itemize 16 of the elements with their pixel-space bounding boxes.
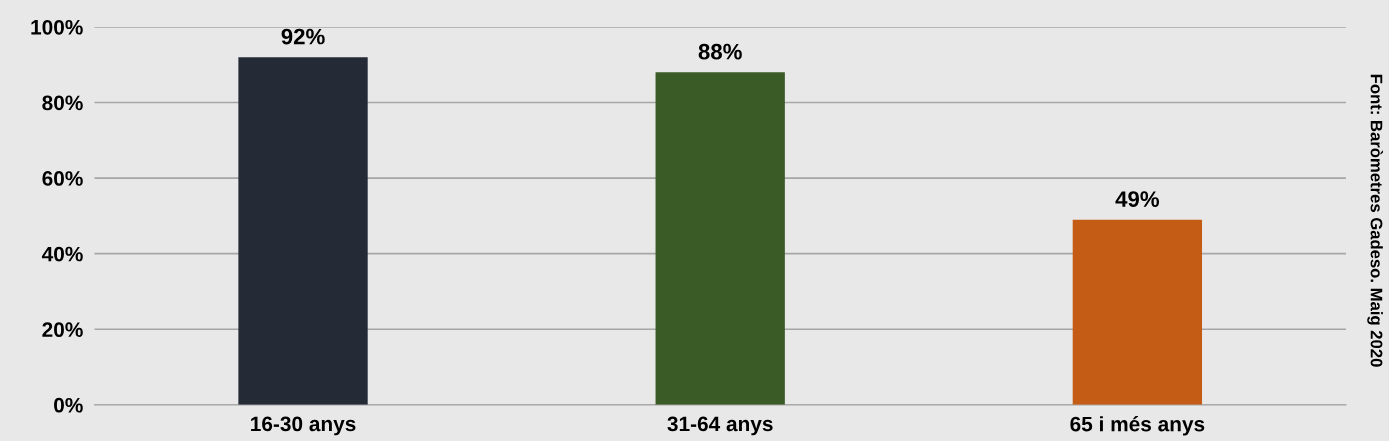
data-label: 88% bbox=[698, 43, 742, 60]
bar bbox=[1072, 219, 1203, 405]
y-tick-label: 60% bbox=[42, 171, 83, 186]
x-tick-label: 31-64 anys bbox=[667, 416, 773, 436]
y-tick-label: 100% bbox=[31, 19, 83, 35]
bar bbox=[655, 72, 785, 405]
y-tick-label: 80% bbox=[42, 95, 83, 111]
text: Font: Baròmetres Gadeso. Maig 2020 bbox=[1367, 74, 1383, 367]
data-label: 92% bbox=[281, 28, 325, 45]
data-label: 49% bbox=[1115, 191, 1160, 207]
bar bbox=[238, 57, 368, 405]
x-tick-label: 16-30 anys bbox=[251, 416, 356, 436]
y-tick-label: 0% bbox=[54, 397, 83, 413]
x-tick-label: 65 i més anys bbox=[1070, 415, 1205, 436]
y-tick-label: 20% bbox=[42, 322, 83, 337]
y-tick-label: 40% bbox=[41, 246, 83, 262]
